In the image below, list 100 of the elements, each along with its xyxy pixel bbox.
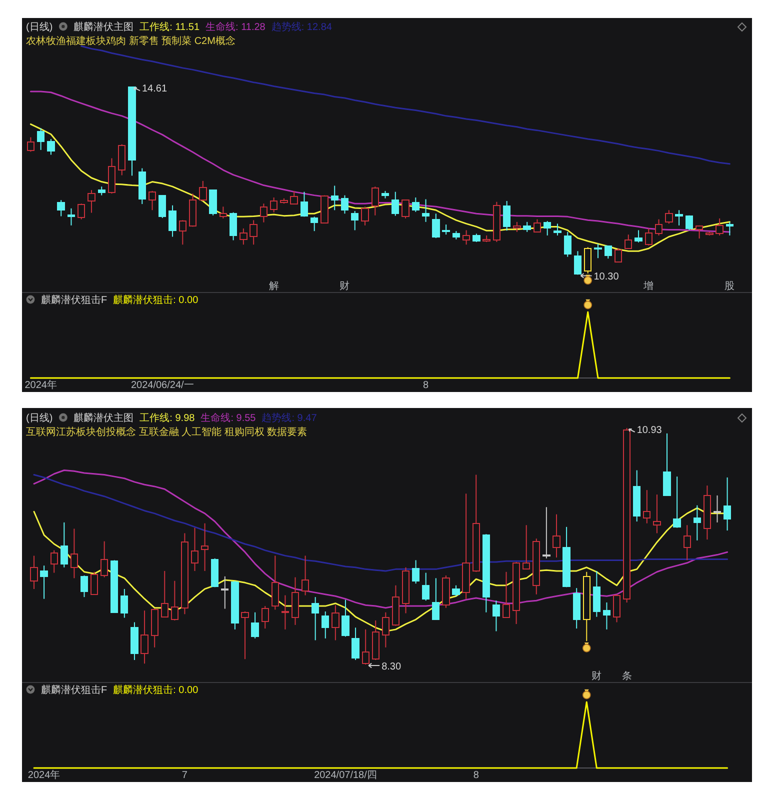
candlestick	[402, 200, 410, 219]
candlestick	[716, 218, 724, 236]
text: 生命线: 9.55	[200, 412, 256, 424]
candlestick	[432, 213, 440, 239]
candlestick	[240, 228, 248, 246]
candlestick	[422, 198, 430, 222]
candlestick	[362, 628, 370, 665]
candlestick	[352, 627, 360, 661]
candlestick	[522, 524, 530, 570]
candlestick	[199, 180, 207, 202]
candlestick	[290, 190, 298, 205]
candlestick	[47, 138, 55, 156]
candlestick	[88, 190, 96, 214]
candlestick	[221, 576, 229, 610]
candlestick	[634, 230, 642, 243]
chart-title: 麒麟潜伏狙击F	[41, 684, 108, 696]
candlestick	[574, 250, 582, 276]
candlestick	[513, 221, 521, 232]
candlestick	[412, 196, 420, 212]
candlestick	[100, 540, 108, 578]
text: 趋势线: 9.47	[262, 412, 318, 424]
candlestick	[544, 220, 552, 236]
annotation: 14.61	[142, 84, 168, 95]
text: 工作线: 9.98	[140, 412, 196, 424]
candlestick	[301, 555, 310, 596]
x-tick-label: 增	[642, 280, 654, 292]
candlestick	[140, 610, 148, 664]
candlestick	[382, 612, 390, 648]
candlestick	[57, 200, 65, 217]
candlestick	[492, 600, 500, 632]
chart-subtitle: 麒麟潜伏主图	[74, 21, 134, 33]
candlestick	[361, 206, 369, 226]
candlestick	[654, 218, 663, 236]
candlestick	[351, 210, 359, 231]
x-tick-label: 8	[423, 380, 430, 391]
candlestick	[624, 234, 632, 250]
candlestick	[310, 216, 318, 232]
candlestick	[271, 555, 279, 610]
candlestick	[190, 527, 199, 572]
x-tick-label: 解	[268, 281, 279, 292]
candlestick	[50, 550, 58, 574]
candlestick	[312, 596, 320, 641]
candlestick	[432, 578, 440, 620]
candlestick	[26, 136, 35, 152]
candlestick	[392, 191, 400, 216]
x-tick-label: 2024年	[24, 379, 57, 391]
candlestick	[229, 212, 238, 241]
candlestick	[371, 186, 379, 216]
candlestick	[158, 194, 166, 218]
candlestick	[330, 185, 338, 211]
candlestick	[78, 203, 86, 220]
annotation: 10.93	[636, 425, 662, 436]
x-tick-label: 财	[340, 280, 350, 292]
candlestick	[542, 506, 550, 559]
candlestick	[523, 221, 531, 232]
candlestick	[663, 432, 671, 496]
candlestick	[60, 522, 68, 568]
chart-title: (日线)	[26, 412, 53, 424]
text: 趋势线: 12.84	[271, 21, 332, 33]
candlestick	[270, 196, 278, 213]
text: 麒麟潜伏狙击: 0.00	[113, 294, 199, 306]
candlestick	[564, 231, 572, 258]
text: 麒麟潜伏狙击: 0.00	[113, 684, 199, 696]
x-tick-label: 条	[622, 670, 632, 682]
x-tick-label: 2024年	[28, 769, 60, 781]
candlestick	[673, 476, 681, 528]
candlestick	[723, 476, 732, 532]
candlestick	[281, 594, 290, 630]
candlestick	[80, 574, 88, 598]
candlestick	[332, 604, 340, 641]
candlestick	[713, 494, 722, 523]
candlestick	[412, 560, 420, 584]
candlestick	[300, 191, 308, 218]
candlestick	[665, 210, 673, 224]
candlestick	[612, 594, 621, 623]
candlestick	[148, 190, 156, 211]
annotation: 10.30	[594, 272, 620, 283]
candlestick	[675, 210, 683, 226]
candlestick	[533, 218, 542, 233]
x-tick-label: 股	[724, 281, 735, 292]
candlestick	[322, 610, 330, 639]
annotation: 互联网江苏板块创投概念 互联金融 人工智能 租购同权 数据要素	[26, 426, 308, 438]
candlestick	[653, 494, 661, 534]
candlestick	[170, 580, 178, 621]
candlestick	[693, 504, 701, 541]
candlestick	[594, 243, 602, 259]
x-tick-label: 7	[182, 770, 188, 781]
candlestick	[614, 248, 622, 263]
candlestick	[241, 610, 249, 660]
candlestick	[168, 204, 176, 238]
candlestick	[178, 220, 186, 246]
candlestick	[40, 565, 48, 600]
x-tick-label: 2024/07/18/四	[314, 770, 377, 781]
candlestick	[502, 200, 511, 232]
text: 工作线: 11.51	[140, 21, 200, 33]
candlestick	[342, 599, 350, 638]
candlestick	[452, 584, 460, 597]
candlestick	[160, 570, 168, 618]
annotation: 8.30	[382, 662, 402, 672]
chart-title: (日线)	[26, 21, 53, 33]
